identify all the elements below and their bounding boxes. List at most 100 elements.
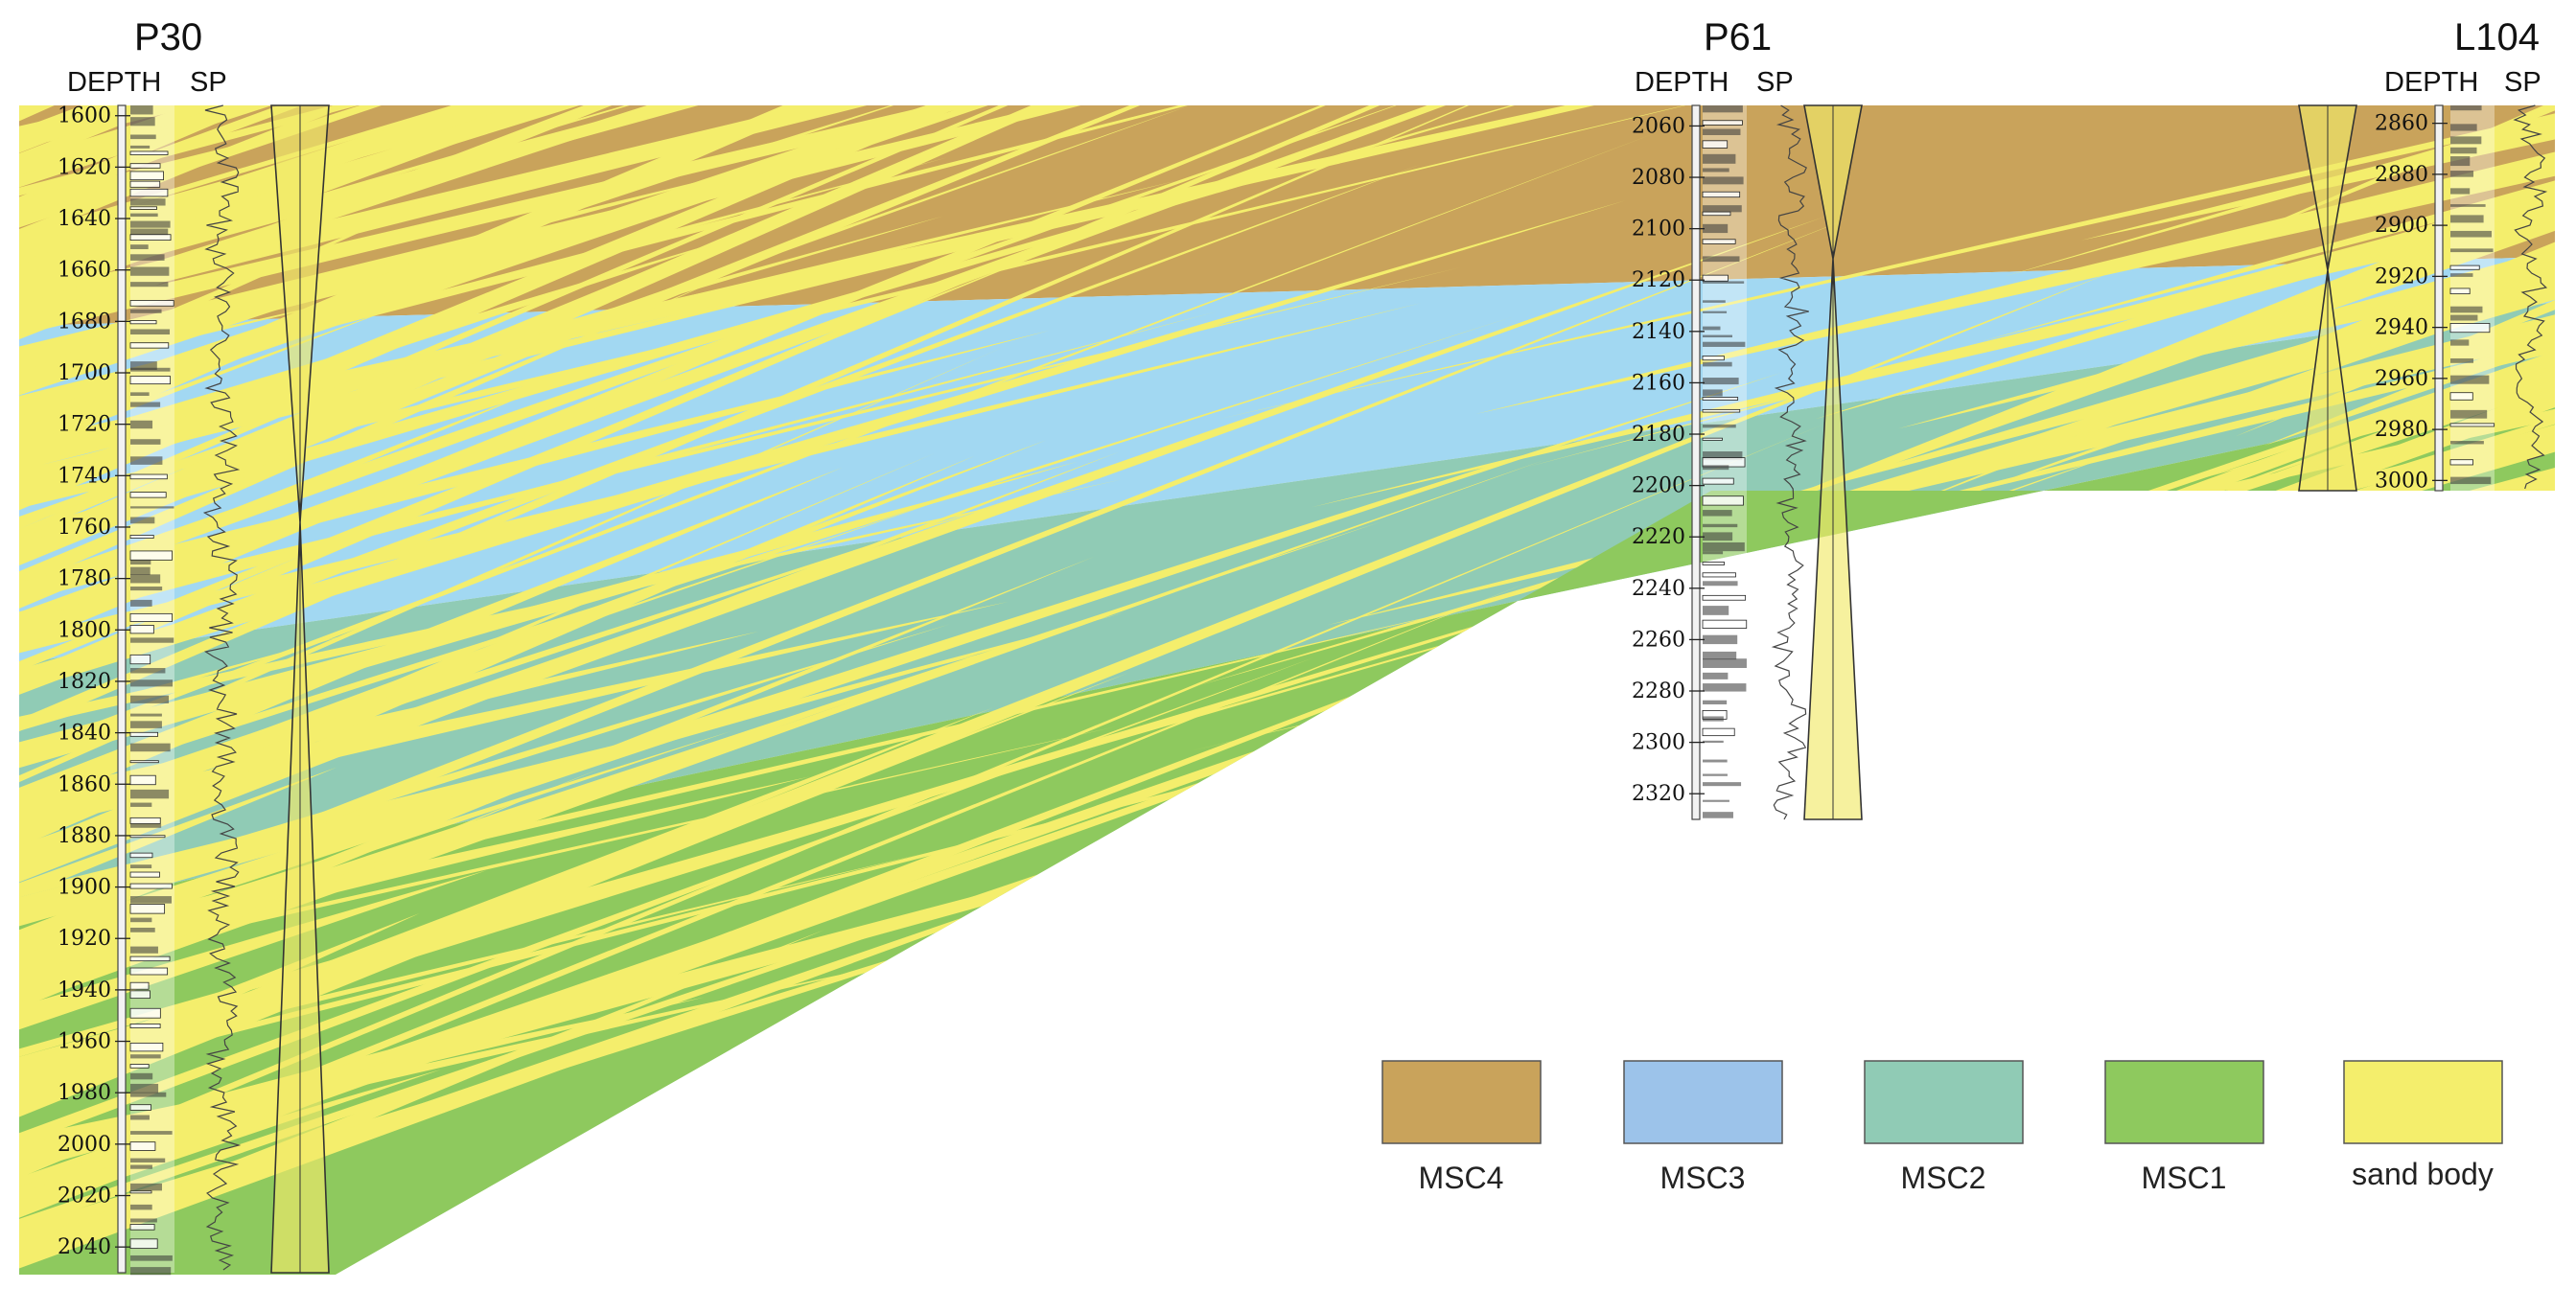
depth-tick-label: 1760 — [58, 516, 111, 540]
legend-swatch-msc1 — [2104, 1060, 2264, 1144]
lithology-bed — [1703, 799, 1729, 802]
lithology-column — [130, 105, 174, 1273]
lithology-bed — [130, 1131, 173, 1135]
lithology-bed — [130, 1164, 152, 1169]
sand-body-wedge — [1697, 192, 2555, 534]
depth-tick-label: 2120 — [1632, 268, 1685, 292]
sand-body-wedge — [19, 190, 454, 386]
lithology-bed — [130, 367, 171, 372]
legend-swatch-sand — [2343, 1060, 2503, 1144]
depth-tick-label: 1620 — [58, 155, 111, 179]
cycle-symbols — [270, 104, 2357, 1274]
lithology-bed — [1702, 356, 1725, 361]
lithology-bed — [1703, 341, 1746, 347]
zone-msc1 — [19, 383, 2555, 1275]
lithology-bed — [129, 612, 173, 622]
lithology-bed — [2449, 288, 2471, 295]
lithology-bed — [129, 990, 151, 1000]
lithology-bed — [130, 220, 171, 228]
sand-body-wedge — [19, 601, 1009, 832]
lithology-bed — [129, 1042, 164, 1052]
lithology-bed — [1703, 740, 1724, 743]
lithology-bed — [130, 946, 158, 954]
lithology-bed — [1703, 551, 1724, 555]
sand-body-wedge — [19, 424, 1825, 1179]
lithology-bed — [129, 981, 150, 990]
lithology-bed — [129, 1141, 156, 1151]
depth-tick-label: 1780 — [58, 567, 111, 591]
well-log-p30: 1600 1620 1640 1660 1680 1700 1720 1740 1760 1780… — [58, 104, 242, 1276]
lithology-bed — [2450, 248, 2494, 253]
sp-header-l104: SP — [2504, 67, 2541, 98]
lithology-bed — [129, 760, 159, 764]
lithology-bed — [129, 625, 154, 634]
lithology-bed — [1703, 223, 1729, 234]
sand-body-wedge — [2177, 367, 2555, 506]
sand-body-wedge — [1669, 565, 2555, 840]
lithology-bed — [130, 928, 155, 932]
sand-body-wedge — [19, 218, 1850, 944]
lithology-bed — [1702, 727, 1735, 737]
sand-body-wedge — [1475, 151, 2555, 415]
sand-body-wedge — [19, 164, 1422, 695]
depth-tick-label: 2880 — [2375, 163, 2428, 187]
lithology-bed — [129, 654, 151, 665]
sand-body-wedge — [1898, 248, 2555, 429]
lithology-bed — [2450, 357, 2474, 363]
depth-tick-label: 1840 — [58, 722, 111, 746]
lithology-bed — [1702, 495, 1744, 506]
sand-body-wedge — [2203, 105, 2555, 253]
lithology-bed — [2450, 441, 2484, 445]
lithology-bed — [1703, 651, 1737, 660]
sand-body-wedge — [1196, 279, 2555, 686]
depth-tick-label: 1740 — [58, 464, 111, 488]
depth-tick-label: 1700 — [58, 361, 111, 385]
lithology-bed — [130, 282, 169, 288]
depth-header-l104: DEPTH — [2384, 67, 2478, 98]
sand-body-wedge — [19, 263, 2134, 1117]
legend-label-msc1: MSC1 — [2142, 1161, 2227, 1195]
lithology-bed — [129, 1190, 152, 1194]
sand-body-wedge — [19, 105, 1448, 511]
sand-body-wedge — [19, 467, 843, 814]
lithology-bed — [129, 1007, 161, 1019]
lithology-bed — [130, 1158, 166, 1162]
lithology-bed — [130, 637, 174, 643]
lithology-bed — [2450, 476, 2492, 485]
lithology-bed — [130, 134, 156, 140]
lithology-bed — [2449, 459, 2473, 466]
lithology-bed — [1703, 105, 1743, 113]
depth-tick-label: 2920 — [2375, 265, 2428, 288]
lithology-bed — [129, 320, 157, 325]
lithology-bed — [1703, 634, 1738, 645]
sand-body-wedge — [1980, 180, 2555, 342]
depth-tick-label: 2860 — [2375, 112, 2428, 136]
sand-body-wedge — [19, 105, 1643, 565]
lithology-bed — [2450, 156, 2471, 167]
lithology-bed — [130, 917, 152, 923]
sand-body-wedge — [19, 767, 337, 898]
depth-tick-label: 1720 — [58, 413, 111, 437]
sand-body-wedge — [19, 459, 1545, 1006]
lithology-bed — [129, 883, 173, 889]
lithology-bed — [129, 852, 153, 859]
lithology-bed — [130, 392, 150, 397]
lithology-bed — [129, 817, 161, 824]
lithology-bed — [1703, 782, 1742, 787]
lithology-bed — [129, 473, 168, 480]
lithology-bed — [1702, 211, 1731, 217]
lithology-bed — [1702, 274, 1729, 282]
depth-tick-label: 2260 — [1632, 628, 1685, 652]
sand-body-wedge — [19, 105, 984, 290]
depth-tick-label: 2280 — [1632, 679, 1685, 703]
lithology-bed — [2450, 171, 2474, 177]
depth-axis — [2434, 104, 2444, 492]
lithology-bed — [130, 117, 155, 127]
lithology-bed — [130, 361, 157, 370]
lithology-bed — [1702, 619, 1748, 629]
depth-tick-label: 2060 — [1632, 114, 1685, 138]
depth-tick-label: 2080 — [1632, 166, 1685, 190]
sand-body-wedge — [19, 105, 1635, 732]
well-name-p30: P30 — [134, 16, 202, 58]
